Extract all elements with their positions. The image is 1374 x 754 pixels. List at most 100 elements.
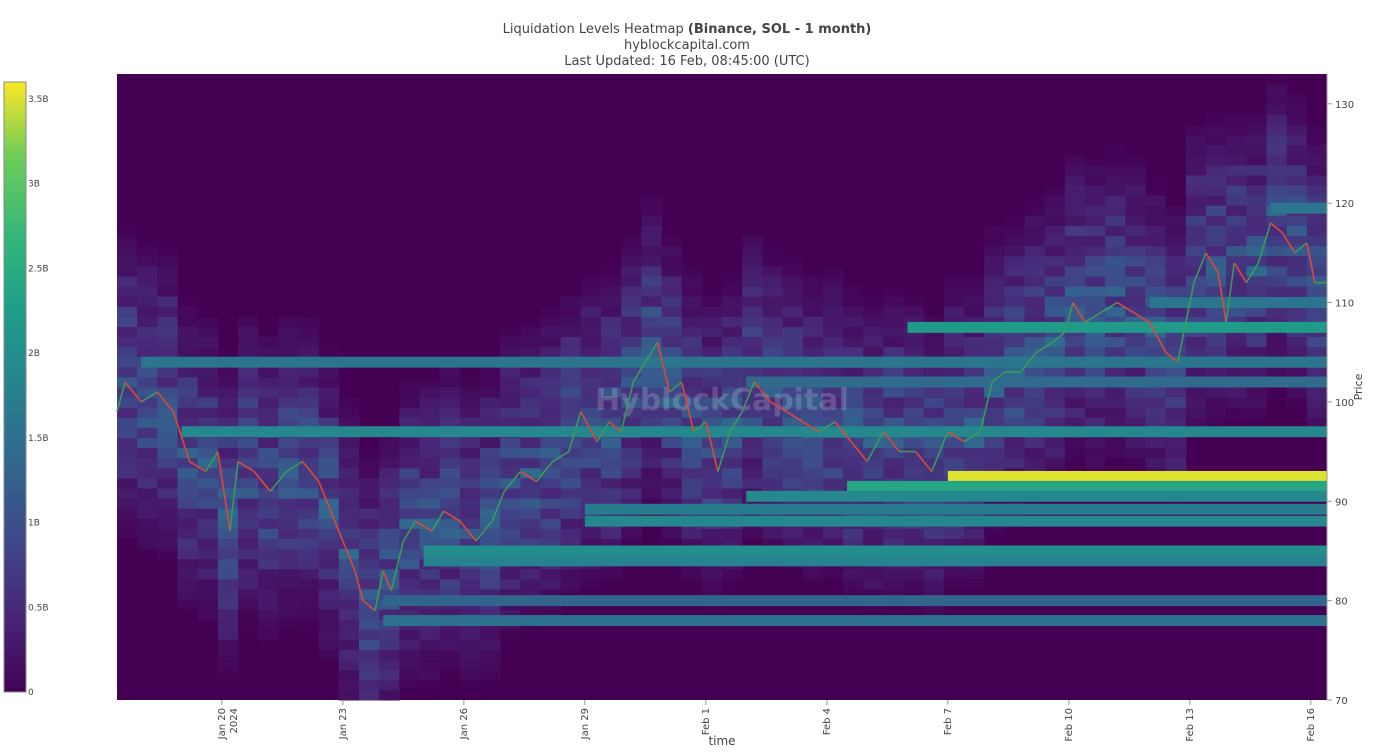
heatmap-cell [1044, 407, 1066, 418]
heatmap-cell [1145, 417, 1167, 428]
heatmap-cell [1125, 366, 1146, 378]
heatmap-cell [701, 437, 723, 449]
heatmap-cell [157, 437, 178, 449]
liquidation-band [584, 515, 1327, 527]
heatmap-cell [742, 498, 763, 509]
heatmap-cell [298, 619, 320, 630]
heatmap-cell [338, 619, 360, 630]
heatmap-cell [701, 457, 723, 469]
heatmap-cell [217, 397, 239, 408]
heatmap-cell [762, 286, 783, 297]
heatmap-cell [742, 275, 763, 287]
heatmap-cell [661, 296, 683, 307]
plot-area: HyblockCapital [116, 74, 1328, 701]
heatmap-cell [177, 417, 199, 428]
heatmap-cell [540, 336, 562, 348]
heatmap-cell [802, 477, 824, 489]
heatmap-cell [500, 336, 521, 348]
heatmap-cell [1024, 286, 1046, 297]
price-segment [1233, 262, 1248, 284]
heatmap-cell [399, 376, 420, 388]
heatmap-cell [177, 528, 199, 539]
price-segment [217, 451, 231, 532]
heatmap-cell [197, 548, 219, 560]
heatmap-cell [197, 609, 219, 620]
heatmap-cell [1226, 316, 1247, 327]
heatmap-cell [1246, 185, 1267, 196]
heatmap-cell [560, 346, 582, 358]
heatmap-cell [419, 669, 441, 681]
heatmap-cell [520, 326, 541, 338]
heatmap-cell [641, 306, 662, 317]
heatmap-cell [1004, 437, 1025, 449]
heatmap-cell [157, 467, 178, 479]
heatmap-cell [278, 417, 299, 428]
heatmap-cell [1165, 316, 1187, 327]
heatmap-cell [217, 407, 239, 418]
heatmap-cell [1246, 144, 1267, 156]
heatmap-cell [964, 397, 985, 408]
heatmap-cell [1226, 114, 1247, 125]
heatmap-cell [298, 306, 320, 317]
heatmap-cell [601, 528, 622, 539]
heatmap-cell [1145, 265, 1167, 277]
price-segment [1205, 252, 1219, 274]
heatmap-cell [984, 336, 1005, 348]
heatmap-cell [298, 397, 320, 408]
heatmap-cell [359, 467, 380, 479]
heatmap-cell [117, 407, 138, 418]
heatmap-cell [641, 457, 662, 469]
heatmap-cell [843, 467, 864, 479]
heatmap-cell [984, 265, 1005, 277]
heatmap-cell [298, 538, 320, 550]
heatmap-cell [681, 336, 703, 348]
heatmap-cell [1206, 134, 1227, 146]
heatmap-cell [1206, 215, 1227, 226]
heatmap-cell [1145, 437, 1167, 449]
heatmap-cell [1085, 306, 1106, 317]
heatmap-cell [1246, 407, 1267, 418]
heatmap-cell [258, 568, 279, 580]
heatmap-cell [1105, 336, 1126, 348]
heatmap-cell [419, 649, 441, 661]
heatmap-cell [278, 407, 299, 418]
heatmap-cell [601, 265, 622, 277]
heatmap-cell [984, 255, 1005, 267]
heatmap-cell [1226, 195, 1247, 206]
heatmap-cell [238, 548, 259, 560]
heatmap-cell [1085, 397, 1106, 408]
heatmap-cell [238, 407, 259, 418]
heatmap-cell [1165, 437, 1187, 449]
heatmap-cell [742, 437, 763, 449]
heatmap-cell [1044, 417, 1066, 428]
heatmap-cell [258, 437, 279, 449]
heatmap-cell [439, 467, 461, 479]
heatmap-cell [661, 387, 683, 398]
heatmap-cell [822, 538, 844, 550]
price-segment [390, 540, 405, 591]
heatmap-cell [1064, 437, 1086, 449]
heatmap-cell [863, 447, 884, 459]
heatmap-cell [439, 447, 461, 459]
heatmap-cell [1085, 174, 1106, 186]
heatmap-cell [1064, 417, 1086, 428]
heatmap-cell [1145, 275, 1167, 287]
heatmap-cell [722, 417, 743, 428]
heatmap-cell [903, 366, 925, 378]
heatmap-cell [1226, 215, 1247, 226]
heatmap-cell [621, 407, 642, 418]
heatmap-cell [318, 588, 340, 600]
heatmap-cell [1004, 316, 1025, 327]
heatmap-cell [984, 316, 1005, 327]
heatmap-cell [802, 286, 824, 297]
heatmap-cell [157, 306, 178, 317]
heatmap-cell [701, 296, 723, 307]
heatmap-cell [641, 336, 662, 348]
heatmap-cell [822, 296, 844, 307]
heatmap-cell [843, 578, 864, 590]
heatmap-cell [1044, 437, 1066, 449]
heatmap-cell [641, 366, 662, 378]
heatmap-cell [197, 518, 219, 529]
heatmap-cell [419, 538, 441, 550]
heatmap-cell [217, 457, 239, 469]
